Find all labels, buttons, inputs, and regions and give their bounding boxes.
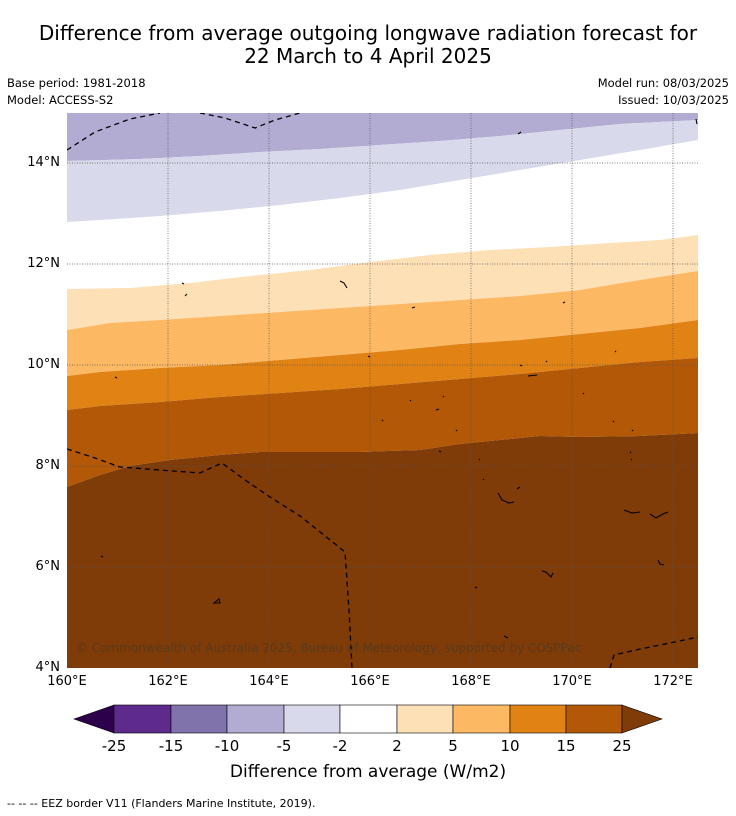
colorbar-swatch — [396, 704, 454, 734]
colorbar-label: -15 — [158, 737, 184, 755]
colorbar-title: Difference from average (W/m2) — [229, 762, 507, 782]
island — [381, 395, 458, 432]
eez-border-southwest — [67, 448, 353, 668]
colorbar-swatch-above-25 — [621, 704, 663, 734]
colorbar-label: 15 — [556, 737, 576, 755]
island — [582, 350, 634, 432]
colorbar-swatch — [283, 704, 341, 734]
colorbar-label: 2 — [392, 737, 402, 755]
colorbar-label: -2 — [332, 737, 348, 755]
island — [212, 598, 221, 604]
island — [438, 450, 485, 481]
model-run: Model run: 08/03/2025 — [597, 76, 729, 90]
colorbar-swatch — [509, 704, 567, 734]
lon-label-170e: 170°E — [552, 674, 592, 689]
meta-left: Base period: 1981-2018 Model: ACCESS-S2 — [7, 75, 146, 109]
colorbar-swatch — [339, 704, 398, 734]
copyright-credit: © Commonwealth of Australia 2025, Bureau… — [76, 641, 582, 655]
issued-date: Issued: 10/03/2025 — [618, 93, 729, 107]
lon-label-166e: 166°E — [350, 674, 390, 689]
island — [657, 559, 665, 566]
colorbar-swatch — [452, 704, 511, 734]
island — [114, 376, 118, 379]
lat-label-6n: 6°N — [35, 559, 61, 574]
title-line-1: Difference from average outgoing longwav… — [38, 21, 698, 45]
island — [517, 131, 522, 135]
island — [367, 355, 371, 358]
lon-label-172e: 172°E — [653, 674, 693, 689]
island — [519, 360, 548, 377]
band-2-to-5 — [67, 235, 698, 330]
colorbar-swatch — [226, 704, 285, 734]
lat-label-12n: 12°N — [27, 256, 60, 271]
island — [562, 301, 566, 304]
colorbar-swatch — [113, 704, 172, 734]
colorbar-swatch — [170, 704, 228, 734]
islands — [100, 118, 698, 639]
island — [503, 635, 509, 639]
colorbar-label: 10 — [500, 737, 520, 755]
lon-label-160e: 160°E — [47, 674, 87, 689]
base-period: Base period: 1981-2018 — [7, 76, 146, 90]
colorbar-label: 25 — [612, 737, 632, 755]
island — [629, 451, 633, 461]
eez-border-north — [67, 113, 301, 151]
island — [181, 282, 188, 297]
lon-label-162e: 162°E — [148, 674, 188, 689]
title-line-2: 22 March to 4 April 2025 — [244, 44, 492, 68]
island — [695, 118, 698, 125]
band-above-25 — [67, 433, 698, 668]
lat-label-8n: 8°N — [35, 458, 61, 473]
band-minus-5-to-2 — [67, 120, 698, 222]
model-name: Model: ACCESS-S2 — [7, 93, 114, 107]
meta-right: Model run: 08/03/2025 Issued: 10/03/2025 — [598, 75, 729, 109]
eez-footnote: -- -- -- EEZ border V11 (Flanders Marine… — [7, 797, 316, 810]
island — [623, 509, 669, 519]
island — [497, 486, 521, 504]
graticule — [67, 113, 698, 668]
map-plot-area — [67, 113, 698, 668]
colorbar — [73, 704, 663, 734]
island — [541, 570, 554, 578]
island — [411, 306, 416, 309]
eez-border-southeast — [609, 636, 698, 668]
lat-label-14n: 14°N — [27, 155, 60, 170]
lat-label-4n: 4°N — [35, 660, 61, 675]
island — [339, 280, 348, 289]
lon-label-164e: 164°E — [249, 674, 289, 689]
band-15-to-25 — [67, 358, 698, 487]
colorbar-swatch-below-minus-25 — [73, 704, 115, 734]
eez-borders — [67, 113, 698, 668]
band-5-to-10 — [67, 271, 698, 376]
island — [474, 586, 478, 589]
band-minus-10-to-5 — [67, 113, 698, 161]
colorbar-label: 5 — [448, 737, 458, 755]
lat-label-10n: 10°N — [27, 357, 60, 372]
colorbar-label: -5 — [276, 737, 292, 755]
colorbar-label: -25 — [101, 737, 127, 755]
island — [100, 555, 104, 558]
title: Difference from average outgoing longwav… — [0, 22, 736, 68]
colorbar-label: -10 — [214, 737, 240, 755]
colorbar-swatch — [565, 704, 623, 734]
lon-label-168e: 168°E — [451, 674, 491, 689]
